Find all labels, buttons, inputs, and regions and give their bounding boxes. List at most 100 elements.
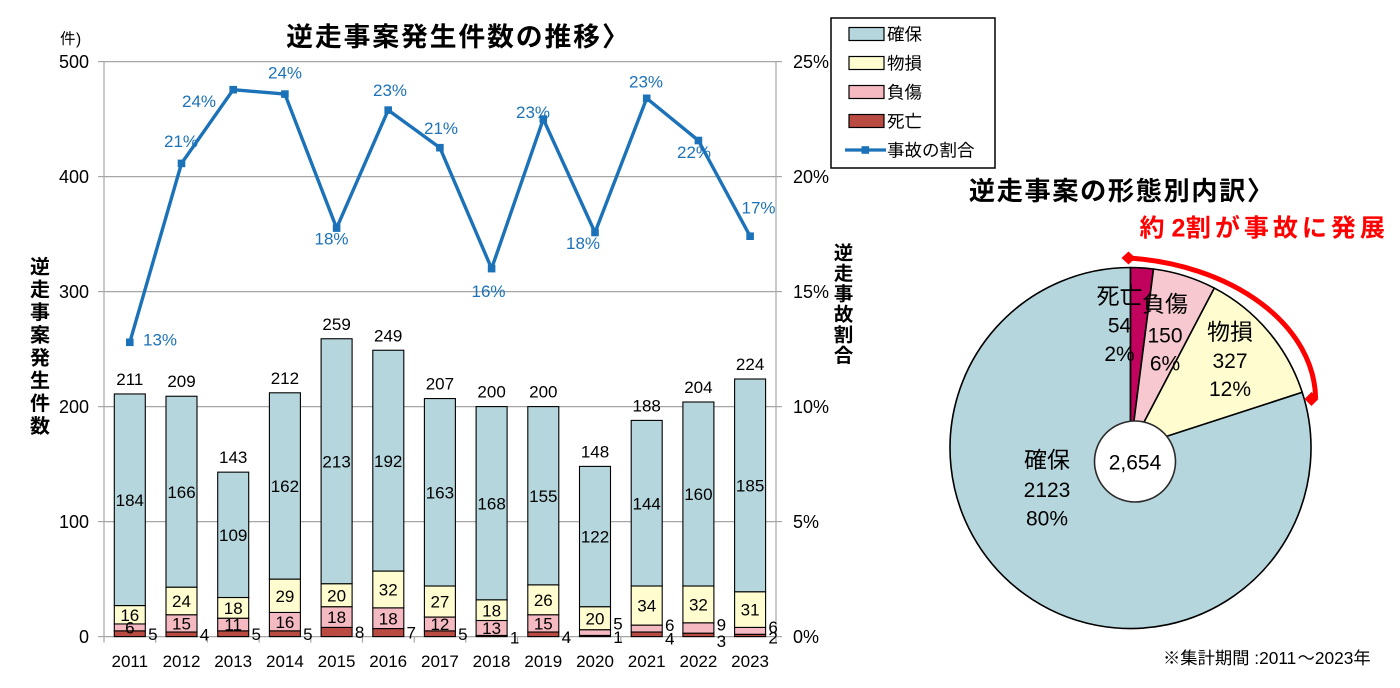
svg-text:2019: 2019	[524, 652, 562, 671]
svg-text:4: 4	[562, 628, 571, 647]
svg-text:15%: 15%	[793, 282, 829, 302]
svg-text:21%: 21%	[164, 132, 198, 151]
svg-text::2011: :2011	[1254, 648, 1296, 668]
svg-text:2015: 2015	[318, 652, 356, 671]
svg-text:12: 12	[430, 615, 449, 634]
svg-text:209: 209	[167, 372, 195, 391]
svg-text:23%: 23%	[373, 81, 407, 100]
svg-text:0%: 0%	[793, 627, 819, 647]
svg-text:5: 5	[458, 625, 467, 644]
svg-text:20: 20	[327, 586, 346, 605]
svg-text:10%: 10%	[793, 397, 829, 417]
svg-text:4: 4	[665, 630, 674, 649]
svg-text:6%: 6%	[1150, 353, 1180, 376]
svg-text:80%: 80%	[1026, 508, 1068, 531]
svg-text:163: 163	[426, 483, 454, 502]
svg-text:1: 1	[613, 628, 622, 647]
svg-text:17%: 17%	[741, 199, 775, 218]
svg-text:2123: 2123	[1024, 479, 1071, 502]
svg-text:168: 168	[477, 494, 505, 513]
svg-text:143: 143	[219, 448, 247, 467]
svg-text:2: 2	[768, 629, 777, 648]
svg-text:20%: 20%	[793, 167, 829, 187]
svg-text:160: 160	[684, 485, 712, 504]
svg-text:9: 9	[717, 615, 726, 634]
svg-text:2017: 2017	[421, 652, 459, 671]
svg-text:2023: 2023	[731, 652, 769, 671]
svg-text:166: 166	[167, 483, 195, 502]
svg-text:18: 18	[482, 601, 501, 620]
svg-text:25%: 25%	[793, 52, 829, 72]
svg-text:5: 5	[148, 625, 157, 644]
svg-text:16%: 16%	[471, 282, 505, 301]
svg-text:212: 212	[271, 369, 299, 388]
svg-text:6: 6	[665, 616, 674, 635]
svg-text:2011: 2011	[112, 652, 149, 671]
svg-text:200: 200	[59, 397, 89, 417]
svg-text:7: 7	[406, 624, 415, 643]
svg-text:23%: 23%	[629, 73, 663, 92]
svg-text:500: 500	[59, 52, 89, 72]
svg-text:259: 259	[322, 315, 350, 334]
svg-text:148: 148	[581, 442, 609, 461]
svg-text:192: 192	[374, 452, 402, 471]
svg-text:200: 200	[477, 383, 505, 402]
svg-text:13: 13	[482, 619, 501, 638]
svg-text:24%: 24%	[268, 64, 302, 83]
svg-text:18%: 18%	[314, 230, 348, 249]
svg-text:144: 144	[633, 494, 661, 513]
svg-text:150: 150	[1147, 325, 1182, 348]
svg-text:2022: 2022	[679, 652, 717, 671]
svg-text:27: 27	[430, 593, 449, 612]
svg-text:31: 31	[741, 601, 760, 620]
svg-text:200: 200	[529, 383, 557, 402]
svg-text:20: 20	[586, 609, 605, 628]
svg-text:2020: 2020	[576, 652, 614, 671]
svg-text:204: 204	[684, 378, 712, 397]
svg-text:4: 4	[200, 625, 209, 644]
svg-text:8: 8	[355, 623, 364, 642]
svg-text:16: 16	[275, 613, 294, 632]
svg-text:18: 18	[327, 608, 346, 627]
svg-text:207: 207	[426, 375, 454, 394]
svg-text:188: 188	[633, 396, 661, 415]
svg-text:2012: 2012	[163, 652, 201, 671]
svg-text:155: 155	[529, 487, 557, 506]
svg-text:24: 24	[172, 592, 191, 611]
svg-text:400: 400	[59, 167, 89, 187]
svg-text:2%: 2%	[1104, 343, 1134, 366]
svg-text:21%: 21%	[424, 119, 458, 138]
svg-text:23%: 23%	[516, 103, 550, 122]
svg-text:0: 0	[79, 627, 89, 647]
svg-text:3: 3	[717, 632, 726, 651]
svg-text:2016: 2016	[369, 652, 407, 671]
svg-text:100: 100	[59, 512, 89, 532]
svg-text:185: 185	[736, 477, 764, 496]
svg-text:32: 32	[379, 581, 398, 600]
svg-text:122: 122	[581, 528, 609, 547]
svg-text:29: 29	[275, 587, 294, 606]
svg-text:5: 5	[303, 625, 312, 644]
svg-text:6: 6	[125, 619, 134, 638]
svg-text:12%: 12%	[1209, 378, 1251, 401]
svg-text:32: 32	[689, 596, 708, 615]
svg-text:18%: 18%	[566, 234, 600, 253]
svg-text:18: 18	[379, 609, 398, 628]
svg-text:11: 11	[224, 616, 242, 635]
svg-text:6: 6	[768, 618, 777, 637]
svg-text:5: 5	[251, 625, 260, 644]
svg-text:211: 211	[116, 370, 143, 389]
svg-text:): )	[76, 31, 81, 48]
svg-text:34: 34	[637, 597, 656, 616]
svg-text:26: 26	[534, 591, 553, 610]
svg-text:5%: 5%	[793, 512, 819, 532]
svg-text:2,654: 2,654	[1109, 451, 1162, 474]
svg-text:24%: 24%	[182, 92, 216, 111]
svg-text:162: 162	[271, 477, 299, 496]
svg-text:2: 2	[1172, 215, 1186, 243]
svg-text:327: 327	[1212, 350, 1247, 373]
svg-text:22%: 22%	[677, 143, 711, 162]
svg-text:2013: 2013	[214, 652, 252, 671]
svg-text:16: 16	[120, 606, 139, 625]
svg-text:109: 109	[219, 526, 247, 545]
